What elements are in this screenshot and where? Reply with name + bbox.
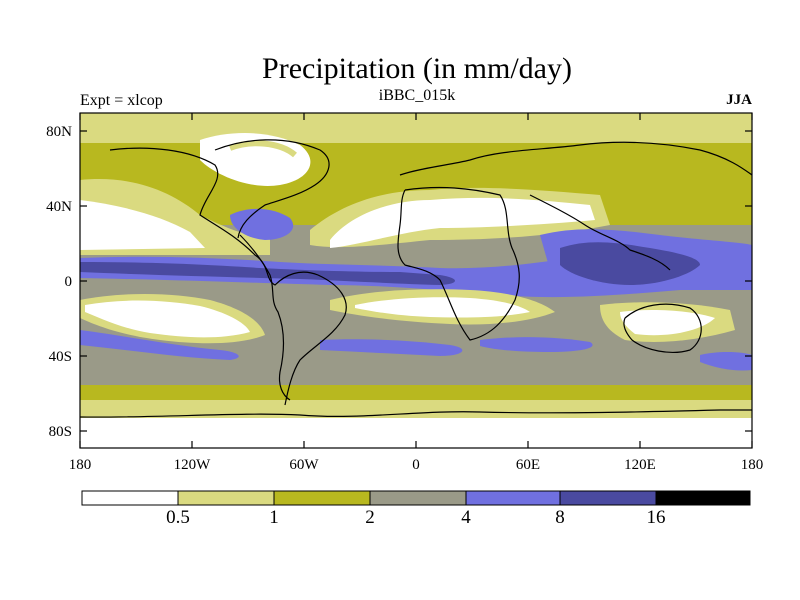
colorbar-label-0: 0.5 <box>166 507 190 528</box>
run-label: iBBC_015k <box>378 87 456 104</box>
lat-label-40n: 40N <box>46 199 72 215</box>
lat-label-40s: 40S <box>49 349 72 365</box>
map-title: Precipitation (in mm/day) <box>262 52 572 85</box>
colorbar-bin-2 <box>273 490 371 506</box>
lon-label-180e: 180 <box>741 457 764 473</box>
lon-label-60w: 60W <box>289 457 319 473</box>
lat-label-80n: 80N <box>46 124 72 140</box>
colorbar-bin-0 <box>81 490 179 506</box>
lon-label-0: 0 <box>412 457 420 473</box>
lon-label-120w: 120W <box>174 457 212 473</box>
lon-label-180w: 180 <box>69 457 92 473</box>
lon-label-60e: 60E <box>516 457 540 473</box>
colorbar: 0.5 1 2 4 8 16 <box>81 490 751 528</box>
experiment-label: Expt = xlcop <box>80 92 163 109</box>
lat-label-0: 0 <box>65 274 73 290</box>
colorbar-bin-4 <box>465 490 561 506</box>
colorbar-label-4: 8 <box>555 507 565 528</box>
colorbar-label-2: 2 <box>365 507 375 528</box>
colorbar-label-5: 16 <box>647 507 666 528</box>
colorbar-bin-1 <box>177 490 275 506</box>
lon-label-120e: 120E <box>624 457 656 473</box>
colorbar-label-1: 1 <box>269 507 279 528</box>
lat-label-80s: 80S <box>49 424 72 440</box>
colorbar-bin-6 <box>655 490 751 506</box>
colorbar-bin-5 <box>559 490 657 506</box>
coastlines <box>80 139 752 418</box>
longitude-axis: 180 120W 60W 0 60E 120E 180 <box>69 113 764 473</box>
colorbar-label-3: 4 <box>461 507 471 528</box>
colorbar-bin-3 <box>369 490 467 506</box>
precipitation-field <box>80 113 752 448</box>
latitude-axis: 80N 40N 0 40S 80S <box>46 124 752 440</box>
season-label: JJA <box>726 92 752 108</box>
